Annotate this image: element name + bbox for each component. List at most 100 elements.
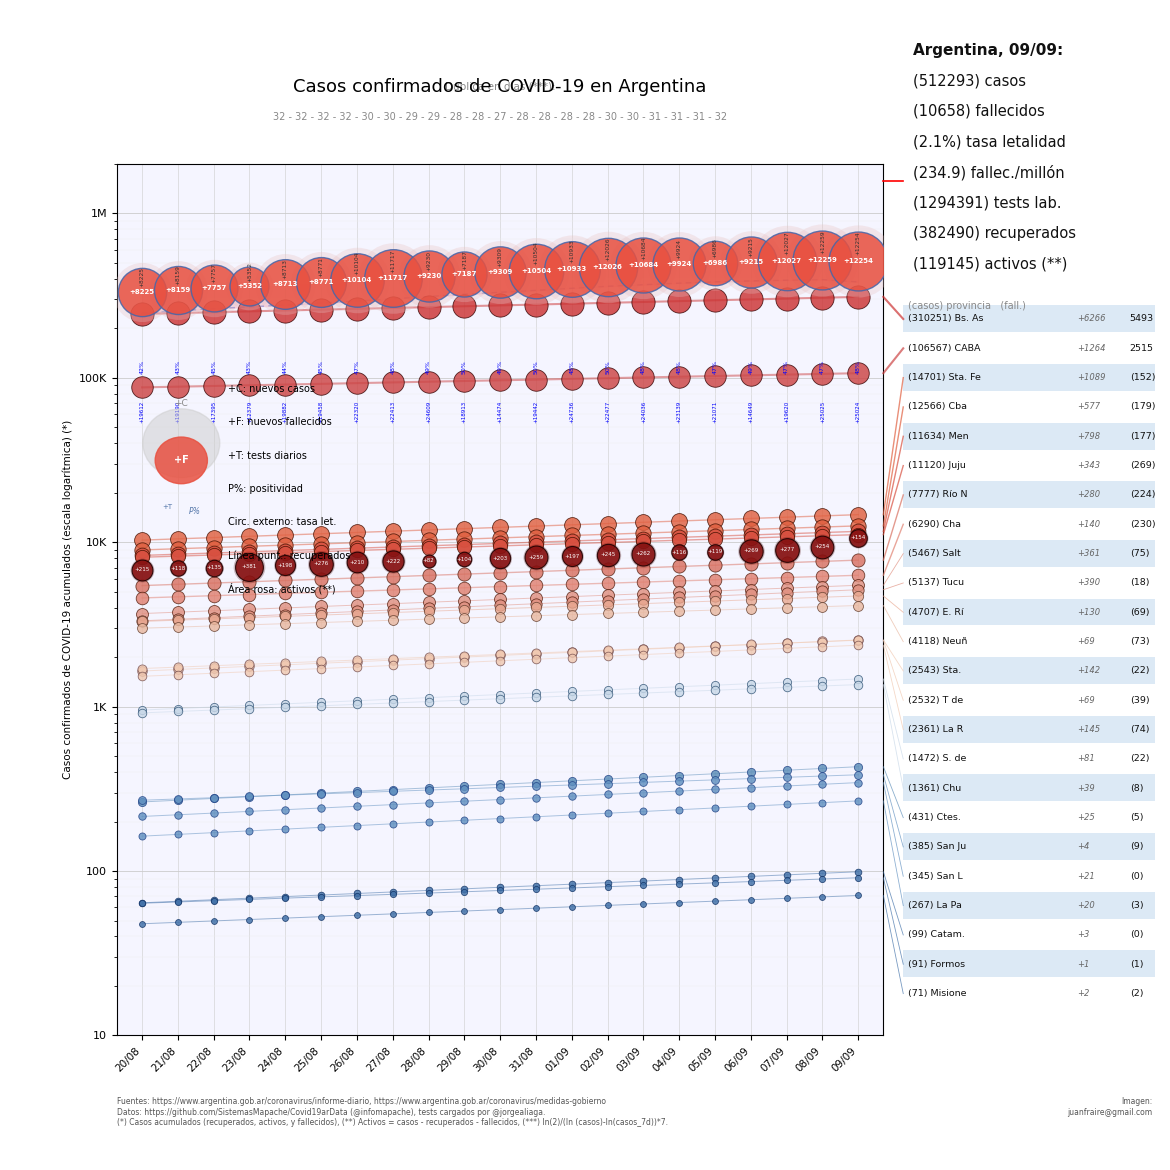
Point — [419, 297, 438, 316]
Point — [276, 661, 295, 680]
Point — [634, 679, 653, 697]
Point — [706, 764, 724, 783]
Point — [491, 607, 510, 626]
Text: 49%: 49% — [497, 360, 503, 374]
Point — [598, 775, 617, 793]
Point — [598, 596, 617, 614]
Point — [777, 777, 796, 796]
Text: 2515: 2515 — [1130, 344, 1154, 353]
Point — [347, 782, 366, 800]
Point — [670, 893, 689, 911]
Point — [455, 902, 474, 921]
Point — [563, 526, 581, 545]
Point — [742, 290, 760, 309]
Point — [813, 587, 832, 606]
Point — [276, 695, 295, 714]
Point — [240, 572, 259, 591]
Point — [455, 882, 474, 901]
Point — [634, 876, 653, 895]
Point — [849, 522, 868, 541]
Point — [634, 773, 653, 792]
Point — [455, 647, 474, 666]
Text: +9924: +9924 — [676, 239, 682, 259]
Point — [563, 771, 581, 790]
Point — [240, 600, 259, 619]
Point — [526, 773, 545, 792]
Point — [347, 658, 366, 676]
Point — [455, 598, 474, 617]
Text: +4: +4 — [1076, 842, 1089, 852]
Point — [563, 687, 581, 706]
Point — [168, 610, 187, 628]
Point — [455, 578, 474, 597]
Point — [240, 655, 259, 674]
Point — [384, 611, 402, 629]
Point — [132, 612, 151, 631]
Point — [347, 653, 366, 672]
Point — [384, 796, 402, 814]
Point — [347, 373, 366, 392]
Text: +9309: +9309 — [488, 269, 512, 275]
Point — [742, 640, 760, 659]
FancyBboxPatch shape — [903, 335, 1155, 362]
FancyBboxPatch shape — [903, 892, 1155, 918]
Point — [276, 655, 295, 674]
Point — [168, 611, 187, 629]
Point — [598, 534, 617, 552]
Point — [491, 775, 510, 793]
Point — [813, 517, 832, 536]
Point — [132, 546, 151, 565]
Point — [526, 528, 545, 546]
Text: 48%: 48% — [391, 360, 395, 374]
Point — [777, 541, 796, 559]
Point — [670, 677, 689, 696]
Text: (230): (230) — [1130, 519, 1155, 529]
Text: +381: +381 — [242, 564, 257, 569]
Point — [455, 264, 474, 283]
Point — [813, 523, 832, 542]
Text: +9215: +9215 — [749, 236, 753, 256]
Point — [276, 542, 295, 560]
Text: +5352: +5352 — [247, 262, 252, 282]
Text: +9924: +9924 — [667, 261, 691, 267]
Point — [455, 648, 474, 667]
Point — [526, 644, 545, 662]
Point — [777, 519, 796, 538]
Point — [634, 603, 653, 621]
Point — [311, 273, 330, 291]
Point — [132, 577, 151, 596]
Point — [311, 606, 330, 625]
Point — [455, 565, 474, 584]
Point — [563, 546, 581, 565]
Point — [311, 570, 330, 589]
Point — [598, 545, 617, 564]
Point — [849, 669, 868, 688]
Point — [813, 587, 832, 606]
Point — [706, 581, 724, 600]
Point — [455, 372, 474, 391]
Point — [419, 883, 438, 902]
Point — [347, 553, 366, 572]
Point — [706, 642, 724, 661]
Point — [240, 607, 259, 626]
Point — [384, 649, 402, 668]
Point — [311, 886, 330, 904]
Point — [742, 867, 760, 886]
Point — [598, 686, 617, 704]
Point — [491, 564, 510, 583]
Point — [849, 576, 868, 594]
Point — [455, 777, 474, 796]
Point — [132, 915, 151, 934]
Point — [742, 591, 760, 610]
Point — [563, 560, 581, 579]
Point — [205, 558, 223, 577]
Text: (75): (75) — [1130, 549, 1149, 558]
Point — [670, 557, 689, 576]
Text: +9230: +9230 — [415, 274, 441, 280]
Text: +14474: +14474 — [497, 401, 503, 424]
Text: +210: +210 — [350, 560, 365, 565]
Point — [598, 559, 617, 578]
Point — [491, 596, 510, 614]
Point — [311, 597, 330, 615]
Point — [419, 903, 438, 922]
